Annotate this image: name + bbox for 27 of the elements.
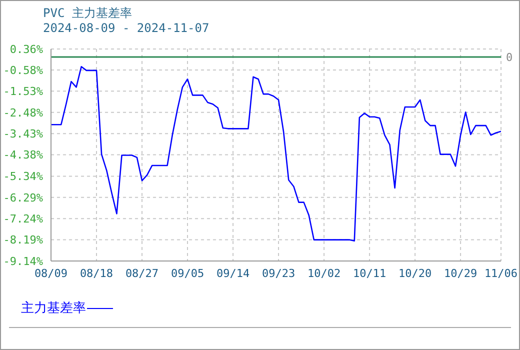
y-tick-label: 0.36% xyxy=(10,42,44,56)
chart-subtitle: 2024-08-09 - 2024-11-07 xyxy=(43,21,210,35)
ref-line-label: 0 xyxy=(506,50,513,64)
x-tick-label: 08/18 xyxy=(80,266,114,280)
y-tick-label: -8.19% xyxy=(3,234,44,247)
y-tick-label: -5.34% xyxy=(3,170,44,184)
x-tick-label: 09/14 xyxy=(216,266,250,280)
y-tick-label: -4.38% xyxy=(3,148,44,162)
x-tick-label: 08/27 xyxy=(125,266,159,280)
x-tick-label: 09/05 xyxy=(170,266,204,280)
y-tick-label: -6.29% xyxy=(3,191,44,204)
y-tick-label: -3.43% xyxy=(3,127,44,140)
x-tick-label: 10/02 xyxy=(307,266,341,280)
line-series xyxy=(51,66,501,242)
y-tick-label: -1.53% xyxy=(3,85,44,98)
y-tick-label: -0.58% xyxy=(3,64,44,77)
x-tick-label: 11/06 xyxy=(484,266,518,280)
y-tick-label: -2.48% xyxy=(3,106,44,120)
chart-title: PVC 主力基差率 xyxy=(43,5,132,22)
legend-label: 主力基差率 xyxy=(21,300,87,317)
x-tick-label: 10/20 xyxy=(398,266,432,280)
x-tick-label: 08/09 xyxy=(34,266,68,280)
x-tick-label: 09/23 xyxy=(262,266,296,280)
y-tick-label: -7.24% xyxy=(3,212,44,226)
y-tick-label: -9.14% xyxy=(3,254,44,268)
x-tick-label: 10/29 xyxy=(444,266,478,280)
x-tick-label: 10/11 xyxy=(352,266,386,280)
